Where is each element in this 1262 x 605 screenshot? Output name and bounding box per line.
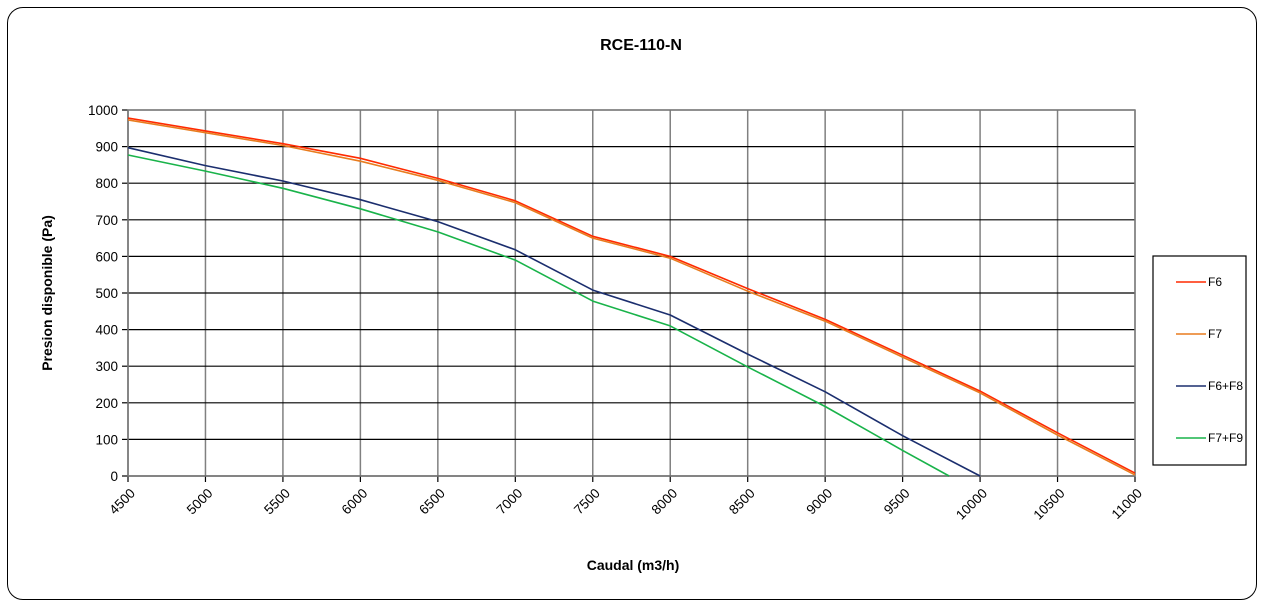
y-tick-label: 100	[95, 432, 118, 447]
y-tick-label: 800	[95, 176, 118, 191]
plot-area	[127, 109, 1136, 477]
legend-label: F6	[1208, 275, 1222, 289]
legend-item: F6	[1176, 275, 1222, 289]
series-line-f6-f8	[127, 146, 981, 477]
x-tick-label: 11000	[1109, 486, 1145, 522]
y-tick-label: 400	[95, 323, 118, 338]
legend-label: F7	[1208, 327, 1222, 341]
y-tick-label: 200	[95, 396, 118, 411]
chart-title: RCE-110-N	[600, 37, 682, 54]
y-tick-label: 1000	[88, 103, 118, 118]
x-tick-label: 10500	[1031, 486, 1068, 523]
series-line-f6	[127, 117, 1136, 474]
legend-item: F7	[1176, 327, 1222, 341]
y-tick-label: 600	[95, 249, 118, 264]
x-tick-label: 6500	[416, 486, 448, 518]
x-axis-title: Caudal (m3/h)	[587, 557, 680, 573]
legend: F6 F7 F6+F8 F7+F9	[1152, 255, 1247, 466]
legend-item: F6+F8	[1176, 379, 1243, 393]
y-tick-label: 500	[95, 286, 118, 301]
x-tick-label: 7000	[494, 486, 526, 518]
y-axis-title: Presion disponible (Pa)	[39, 215, 55, 371]
series-line-f7	[127, 119, 1136, 476]
x-tick-label: 8500	[726, 486, 758, 518]
y-tick-labels: 0 100 200 300 400 500 600 700 800 900 1000	[88, 103, 118, 484]
x-tick-label: 9000	[803, 486, 835, 518]
legend-item: F7+F9	[1176, 431, 1243, 445]
legend-label: F7+F9	[1208, 431, 1243, 445]
y-tick-label: 300	[95, 359, 118, 374]
x-tick-label: 5000	[184, 486, 216, 518]
legend-label: F6+F8	[1208, 379, 1243, 393]
x-tick-label: 9500	[881, 486, 913, 518]
x-tick-label: 10000	[953, 486, 990, 523]
series-line-f7-f9	[127, 154, 950, 477]
x-tick-label: 7500	[571, 486, 603, 518]
y-tick-label: 0	[110, 469, 118, 484]
legend-box	[1152, 255, 1247, 466]
y-tick-label: 700	[95, 213, 118, 228]
x-tick-label: 4500	[106, 486, 138, 518]
x-tick-label: 5500	[261, 486, 293, 518]
x-tick-label: 6000	[339, 486, 371, 518]
y-tick-label: 900	[95, 140, 118, 155]
series-lines	[127, 117, 1136, 477]
grid	[122, 109, 1136, 482]
x-tick-labels: 4500 5000 5500 6000 6500 7000 7500 8000 8500 9000…	[106, 486, 1145, 523]
x-tick-label: 8000	[648, 486, 680, 518]
